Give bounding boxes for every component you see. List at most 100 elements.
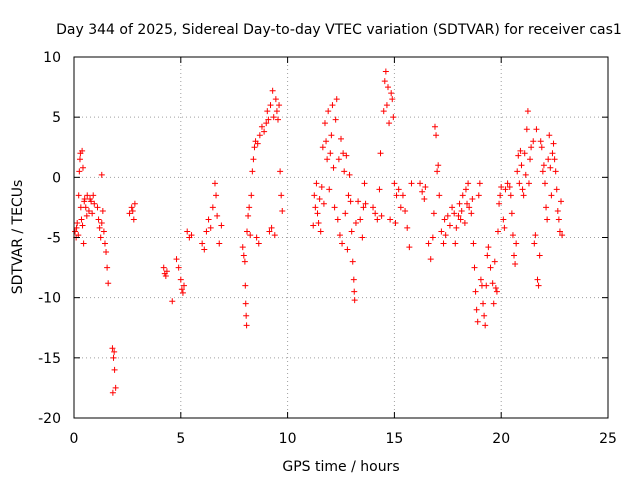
data-point (349, 258, 356, 265)
data-point (100, 228, 107, 235)
data-point (406, 244, 413, 251)
data-point (402, 208, 409, 215)
data-point (256, 132, 263, 139)
data-point (334, 216, 341, 223)
data-point (519, 186, 526, 193)
data-point (104, 264, 111, 271)
data-point (431, 123, 438, 130)
data-point (339, 240, 346, 247)
data-point (173, 256, 180, 263)
data-point (553, 186, 560, 193)
x-tick-label: 15 (385, 431, 403, 447)
data-point (243, 322, 250, 329)
data-point (509, 232, 516, 239)
data-point (128, 204, 135, 211)
data-point (534, 276, 541, 283)
data-point (264, 108, 271, 115)
data-point (388, 90, 395, 97)
data-point (109, 389, 116, 396)
data-point (274, 116, 281, 123)
data-point (382, 68, 389, 75)
data-point (547, 164, 554, 171)
data-point (481, 312, 488, 319)
y-tick-label: -20 (38, 411, 61, 427)
data-point (348, 228, 355, 235)
data-point (449, 204, 456, 211)
data-point (75, 192, 82, 199)
data-point (250, 156, 257, 163)
data-point (323, 138, 330, 145)
data-point (88, 198, 95, 205)
data-point (387, 216, 394, 223)
data-point (209, 204, 216, 211)
data-point (326, 186, 333, 193)
data-point (429, 234, 436, 241)
data-point (493, 288, 500, 295)
data-point (184, 228, 191, 235)
data-point (312, 204, 319, 211)
data-point (74, 220, 81, 227)
data-point (461, 220, 468, 227)
data-point (271, 232, 278, 239)
data-point (484, 252, 491, 259)
data-point (417, 180, 424, 187)
data-point (103, 248, 110, 255)
data-point (278, 192, 285, 199)
x-tick-label: 10 (279, 431, 297, 447)
data-point (555, 216, 562, 223)
data-point (266, 228, 273, 235)
data-point (457, 216, 464, 223)
data-point (316, 195, 323, 202)
data-point (239, 244, 246, 251)
data-point (528, 144, 535, 151)
data-point (81, 195, 88, 202)
data-point (558, 198, 565, 205)
data-point (96, 224, 103, 231)
data-point (314, 210, 321, 217)
data-point (441, 216, 448, 223)
data-point (390, 114, 397, 121)
data-point (331, 204, 338, 211)
data-point (240, 252, 247, 259)
data-point (345, 192, 352, 199)
data-point (131, 200, 138, 207)
data-point (91, 200, 98, 207)
x-tick-label: 25 (599, 431, 617, 447)
data-point (76, 168, 83, 175)
data-point (255, 240, 262, 247)
data-point (399, 192, 406, 199)
data-point (265, 116, 272, 123)
data-point (178, 286, 185, 293)
data-point (378, 212, 385, 219)
data-point (391, 180, 398, 187)
data-point (455, 212, 462, 219)
data-point (421, 195, 428, 202)
data-point (456, 200, 463, 207)
data-point (506, 183, 513, 190)
data-point (126, 210, 133, 217)
data-point (99, 208, 106, 215)
data-point (163, 268, 170, 275)
data-point (435, 162, 442, 169)
data-point (386, 120, 393, 127)
data-point (516, 180, 523, 187)
data-point (546, 132, 553, 139)
data-points (72, 68, 566, 396)
data-point (324, 156, 331, 163)
data-point (436, 192, 443, 199)
data-point (559, 232, 566, 239)
data-point (419, 188, 426, 195)
data-point (177, 276, 184, 283)
data-point (276, 102, 283, 109)
data-point (242, 300, 249, 307)
data-point (380, 108, 387, 115)
data-point (169, 298, 176, 305)
data-point (543, 204, 550, 211)
data-point (336, 232, 343, 239)
data-point (504, 180, 511, 187)
data-point (482, 322, 489, 329)
data-point (188, 232, 195, 239)
data-point (550, 140, 557, 147)
data-point (370, 204, 377, 211)
data-point (513, 240, 520, 247)
